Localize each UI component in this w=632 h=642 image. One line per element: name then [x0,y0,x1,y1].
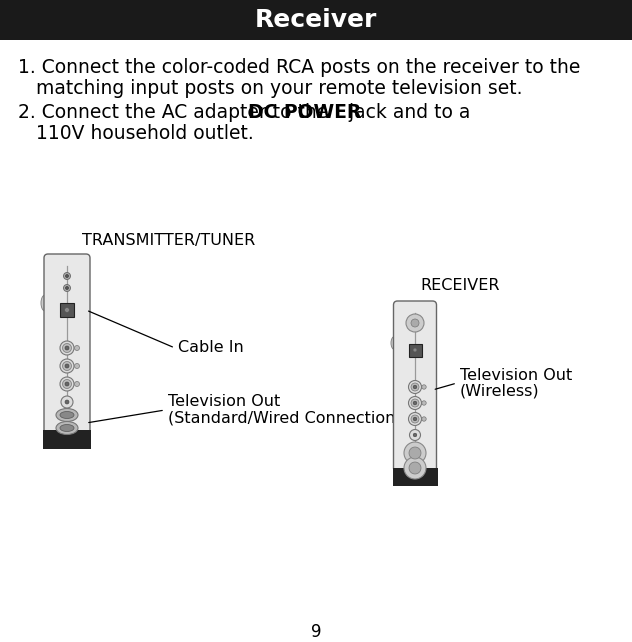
Circle shape [409,447,421,459]
Text: TRANSMITTER/TUNER: TRANSMITTER/TUNER [82,232,255,248]
Circle shape [422,385,426,389]
Circle shape [410,429,420,440]
Circle shape [60,377,74,391]
Text: Television Out: Television Out [460,367,572,383]
Circle shape [422,401,426,405]
Text: jack and to a: jack and to a [343,103,470,122]
Ellipse shape [56,422,78,435]
Bar [0,0,632,40]
FancyBboxPatch shape [60,303,74,317]
Circle shape [66,286,68,290]
Circle shape [60,359,74,373]
Circle shape [65,400,69,404]
Ellipse shape [56,408,78,422]
Text: 2. Connect the AC adapter to the: 2. Connect the AC adapter to the [18,103,334,122]
Circle shape [408,413,422,426]
Bar [392,468,437,486]
Circle shape [63,272,71,279]
Circle shape [413,433,416,437]
Circle shape [413,348,417,352]
Text: 1. Connect the color-coded RCA posts on the receiver to the: 1. Connect the color-coded RCA posts on … [18,58,580,77]
Circle shape [409,462,421,474]
Ellipse shape [60,424,74,431]
Circle shape [411,415,419,423]
Circle shape [65,382,69,386]
Text: matching input posts on your remote television set.: matching input posts on your remote tele… [36,79,523,98]
Ellipse shape [60,412,74,419]
Circle shape [413,417,416,421]
Circle shape [75,381,80,386]
Circle shape [65,346,69,350]
Circle shape [413,385,416,389]
Ellipse shape [41,295,49,311]
Circle shape [60,341,74,355]
FancyBboxPatch shape [44,254,90,433]
Circle shape [63,361,71,370]
Circle shape [422,417,426,421]
Circle shape [411,383,419,391]
Circle shape [65,364,69,368]
Circle shape [406,314,424,332]
Bar [43,429,91,449]
Circle shape [411,319,419,327]
Circle shape [61,396,73,408]
Text: DC POWER: DC POWER [248,103,362,122]
Circle shape [404,442,426,464]
Ellipse shape [391,336,398,349]
Circle shape [408,381,422,394]
FancyBboxPatch shape [394,301,437,472]
Circle shape [75,345,80,351]
Circle shape [63,284,71,291]
Circle shape [408,397,422,410]
Text: 110V household outlet.: 110V household outlet. [36,124,254,143]
Circle shape [404,457,426,479]
FancyBboxPatch shape [408,343,422,356]
Text: Cable In: Cable In [178,340,244,356]
Text: Television Out: Television Out [168,394,280,410]
Circle shape [64,308,70,313]
Circle shape [63,379,71,388]
Circle shape [75,363,80,369]
Text: 9: 9 [311,623,321,641]
Text: (Standard/Wired Connection): (Standard/Wired Connection) [168,410,401,426]
Text: RECEIVER: RECEIVER [420,277,499,293]
Text: (Wireless): (Wireless) [460,383,540,399]
Circle shape [63,343,71,352]
Circle shape [66,275,68,277]
Text: Receiver: Receiver [255,8,377,32]
Circle shape [413,401,416,405]
Circle shape [411,399,419,407]
